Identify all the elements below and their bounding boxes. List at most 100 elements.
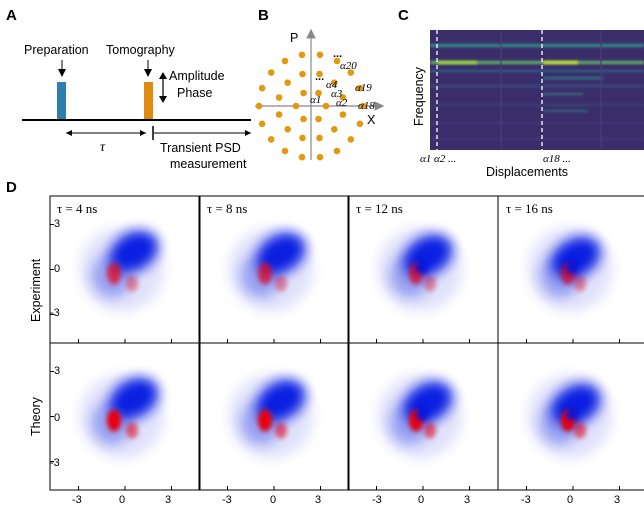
displacement-dot: [322, 102, 330, 110]
displacement-dot: [333, 57, 341, 65]
displacement-dot: [331, 79, 338, 86]
displacement-dot: [315, 115, 322, 123]
alpha-19: α19: [355, 82, 372, 94]
xtick-c2-neg3: -3: [222, 494, 232, 506]
displacement-dot: [275, 111, 283, 118]
displacement-dot: [298, 51, 306, 59]
displacement-dot: [300, 89, 307, 97]
wigner-panel: [347, 342, 499, 491]
row-label-experiment: Experiment: [29, 258, 43, 322]
wigner-panel: [49, 342, 201, 491]
displacement-dot: [300, 115, 307, 123]
displacement-dot: [333, 147, 341, 155]
displacement-dot: [356, 120, 364, 128]
displacement-dot: [347, 136, 355, 143]
wigner-panel: [497, 342, 644, 491]
displacement-dot: [339, 94, 347, 101]
alpha-1: α1: [310, 94, 321, 106]
row-label-theory: Theory: [29, 396, 43, 436]
ytick-bottom-neg3: -3: [50, 457, 60, 469]
preparation-label: Preparation: [24, 43, 89, 57]
displacement-dot: [292, 102, 300, 110]
ytick-top-3: 3: [54, 218, 60, 230]
xtick-c3-0: 0: [418, 494, 424, 506]
displacement-dots: [255, 51, 367, 161]
displacement-dot: [316, 153, 324, 161]
xtick-c4-3: 3: [614, 494, 620, 506]
xtick-c4-neg3: -3: [521, 494, 531, 506]
displacement-dot: [281, 147, 289, 155]
ytick-top-neg3: -3: [50, 307, 60, 319]
displacement-dot: [359, 102, 367, 110]
panel-c: C Frequency α1 α2 ... α18 ... Displaceme…: [398, 7, 644, 179]
displacement-dot: [267, 69, 275, 76]
xtick-c1-3: 3: [165, 494, 171, 506]
xtick-c1-neg3: -3: [72, 494, 82, 506]
tomography-pulse: [144, 82, 153, 119]
displacement-dot: [356, 84, 364, 92]
amplitude-arrow-head-top: [159, 72, 167, 79]
p-axis-label: P: [290, 31, 298, 45]
alpha-2: α2: [336, 97, 348, 109]
displacement-dot: [316, 70, 323, 78]
ytick-bottom-0: 0: [54, 412, 60, 424]
phase-label: Phase: [177, 86, 212, 100]
col-title-12ns: τ = 12 ns: [356, 201, 403, 216]
wigner-grid: [49, 195, 644, 491]
displacement-dot: [316, 134, 323, 142]
panel-d: D Experiment Theory 3 0 -3 3 0 -3 -3 0 3…: [6, 179, 644, 506]
wigner-panel: [347, 195, 499, 344]
displacement-dot: [316, 51, 324, 59]
displacement-dot: [347, 69, 355, 76]
wigner-panel: [497, 195, 644, 344]
panel-a-letter: A: [6, 7, 17, 24]
xtick-c1-0: 0: [119, 494, 125, 506]
displacement-dot: [315, 89, 322, 97]
preparation-pulse: [57, 82, 66, 119]
alpha-4: α4: [326, 79, 338, 91]
panel-d-letter: D: [6, 179, 17, 196]
wigner-panel: [49, 195, 201, 344]
amplitude-label: Amplitude: [169, 69, 225, 83]
col-title-16ns: τ = 16 ns: [506, 201, 553, 216]
xtick-c4-0: 0: [567, 494, 573, 506]
displacement-dot: [284, 79, 292, 86]
tomography-label: Tomography: [106, 43, 176, 57]
displacement-dot: [267, 136, 275, 143]
displacement-dot: [258, 120, 266, 128]
spectrogram-ylabel: Frequency: [412, 66, 426, 126]
wigner-panel: [198, 195, 350, 344]
spectrogram-tick-alpha18: α18 ...: [543, 153, 571, 165]
xtick-c2-3: 3: [315, 494, 321, 506]
amplitude-arrow-head-bottom: [159, 96, 167, 103]
ytick-top-0: 0: [54, 263, 60, 275]
spectrogram-xlabel: Displacements: [486, 165, 568, 179]
alpha-20: α20: [340, 60, 357, 72]
col-title-4ns: τ = 4 ns: [57, 201, 97, 216]
alpha-dots-inner: ...: [315, 71, 324, 83]
displacement-dot: [299, 70, 306, 78]
displacement-dot: [298, 153, 306, 161]
x-axis-label: X: [367, 113, 376, 127]
spectrogram-lines: [430, 30, 644, 150]
panel-a: A Preparation Tomography Amplitude Phase…: [6, 7, 251, 171]
panel-c-letter: C: [398, 7, 409, 24]
xtick-c2-0: 0: [270, 494, 276, 506]
displacement-dot: [331, 126, 338, 133]
spectrogram-tick-alpha1: α1 α2 ...: [420, 153, 456, 165]
displacement-dot: [339, 111, 347, 118]
xtick-c3-3: 3: [464, 494, 470, 506]
displacement-dot: [284, 126, 292, 133]
displacement-dot: [258, 84, 266, 92]
panel-b: B P X α1 α2 α3 α4 α18 α19 α20 ... ...: [255, 7, 385, 161]
wigner-panel: [198, 342, 350, 491]
alpha-18: α18: [358, 100, 375, 112]
displacement-dot: [281, 57, 289, 65]
displacement-dot: [275, 94, 283, 101]
displacement-dot: [255, 102, 263, 110]
ytick-bottom-3: 3: [54, 365, 60, 377]
col-title-8ns: τ = 8 ns: [207, 201, 247, 216]
transient-label-2: measurement: [170, 157, 247, 171]
xtick-c3-neg3: -3: [372, 494, 382, 506]
